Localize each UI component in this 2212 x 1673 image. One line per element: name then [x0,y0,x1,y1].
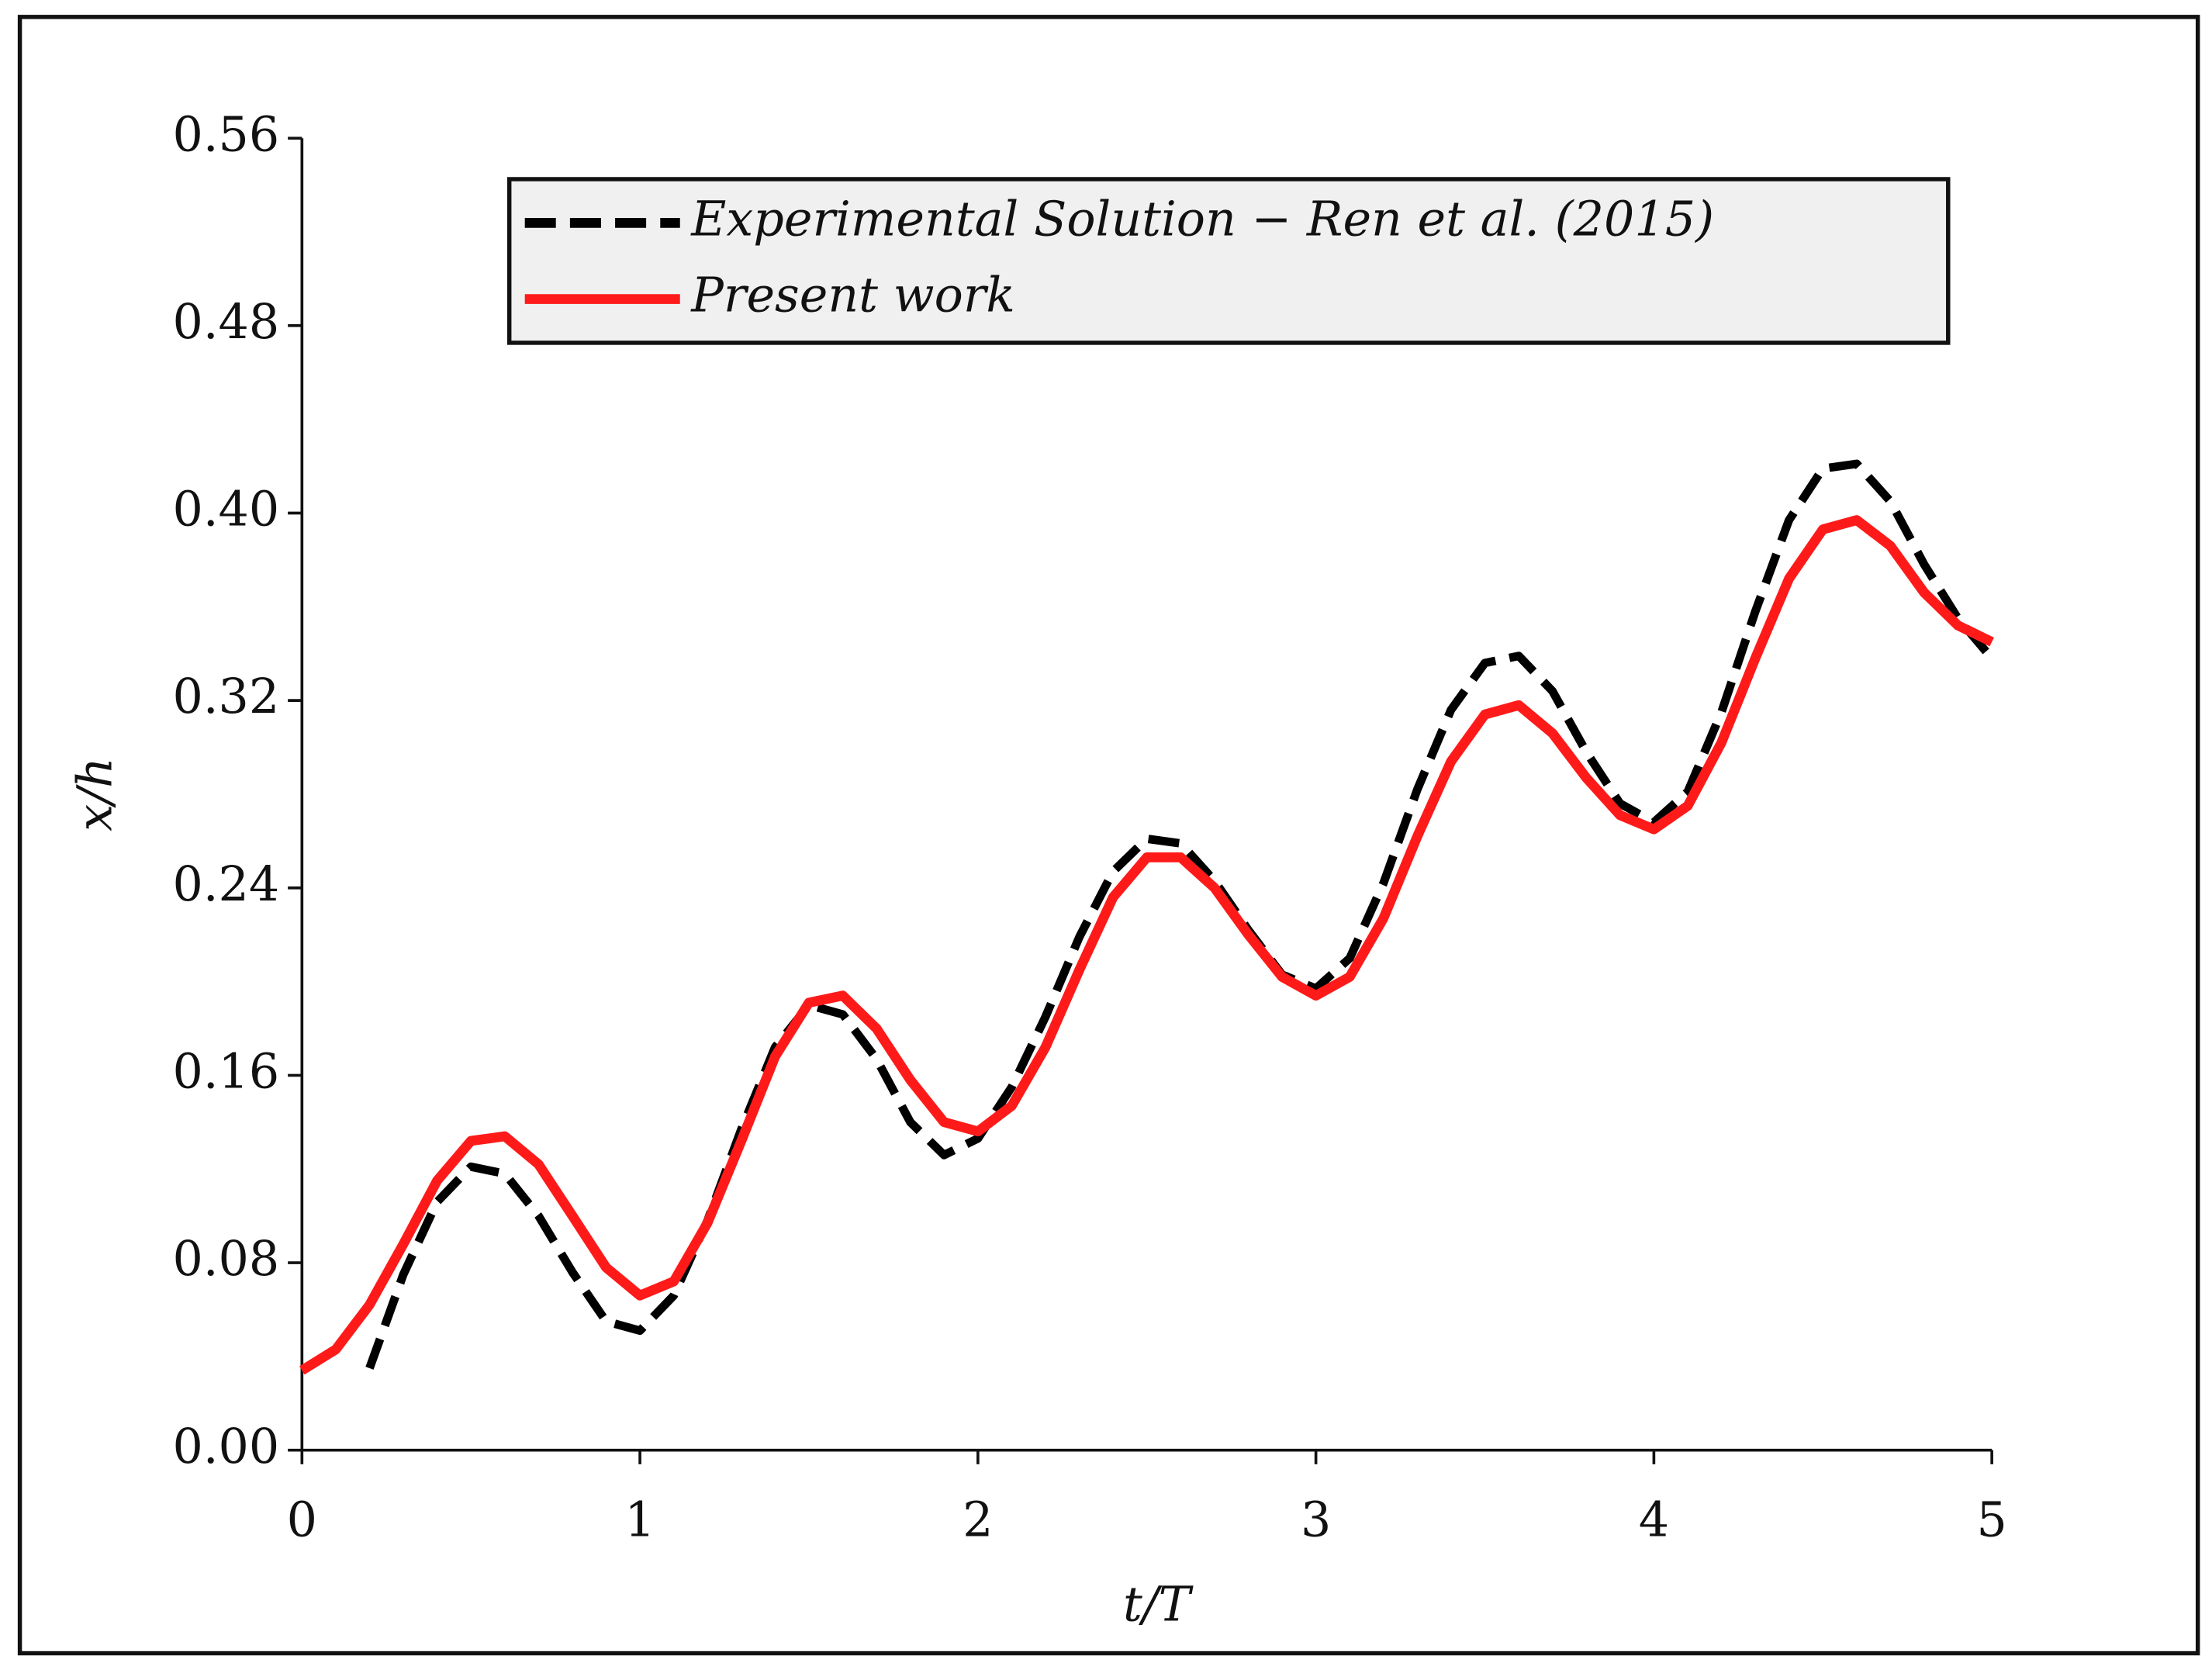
y-tick-label: 0.00 [173,1419,280,1474]
x-tick-label: 1 [624,1492,655,1547]
x-tick-label: 0 [287,1492,317,1547]
x-axis-label: t/T [1123,1576,1194,1632]
x-tick-label: 3 [1301,1492,1331,1547]
x-tick-label: 2 [963,1492,993,1547]
y-tick-label: 0.56 [173,106,280,162]
y-tick-label: 0.48 [173,294,280,350]
x-tick-label: 5 [1976,1492,2006,1547]
y-tick-label: 0.40 [173,482,280,538]
x-tick-label: 4 [1639,1492,1669,1547]
y-tick-label: 0.32 [173,669,280,724]
y-tick-label: 0.08 [173,1231,280,1287]
y-tick-label: 0.24 [173,856,280,912]
series-line [299,515,1994,1375]
y-tick-label: 0.16 [173,1043,280,1099]
y-axis-label: x/h [67,757,123,831]
series-line [365,459,1996,1370]
legend-box [506,177,1951,345]
frame [17,15,2200,1656]
legend-label: Present work [690,268,1015,323]
legend-label: Experimental Solution − Ren et al. (2015… [690,191,1714,247]
